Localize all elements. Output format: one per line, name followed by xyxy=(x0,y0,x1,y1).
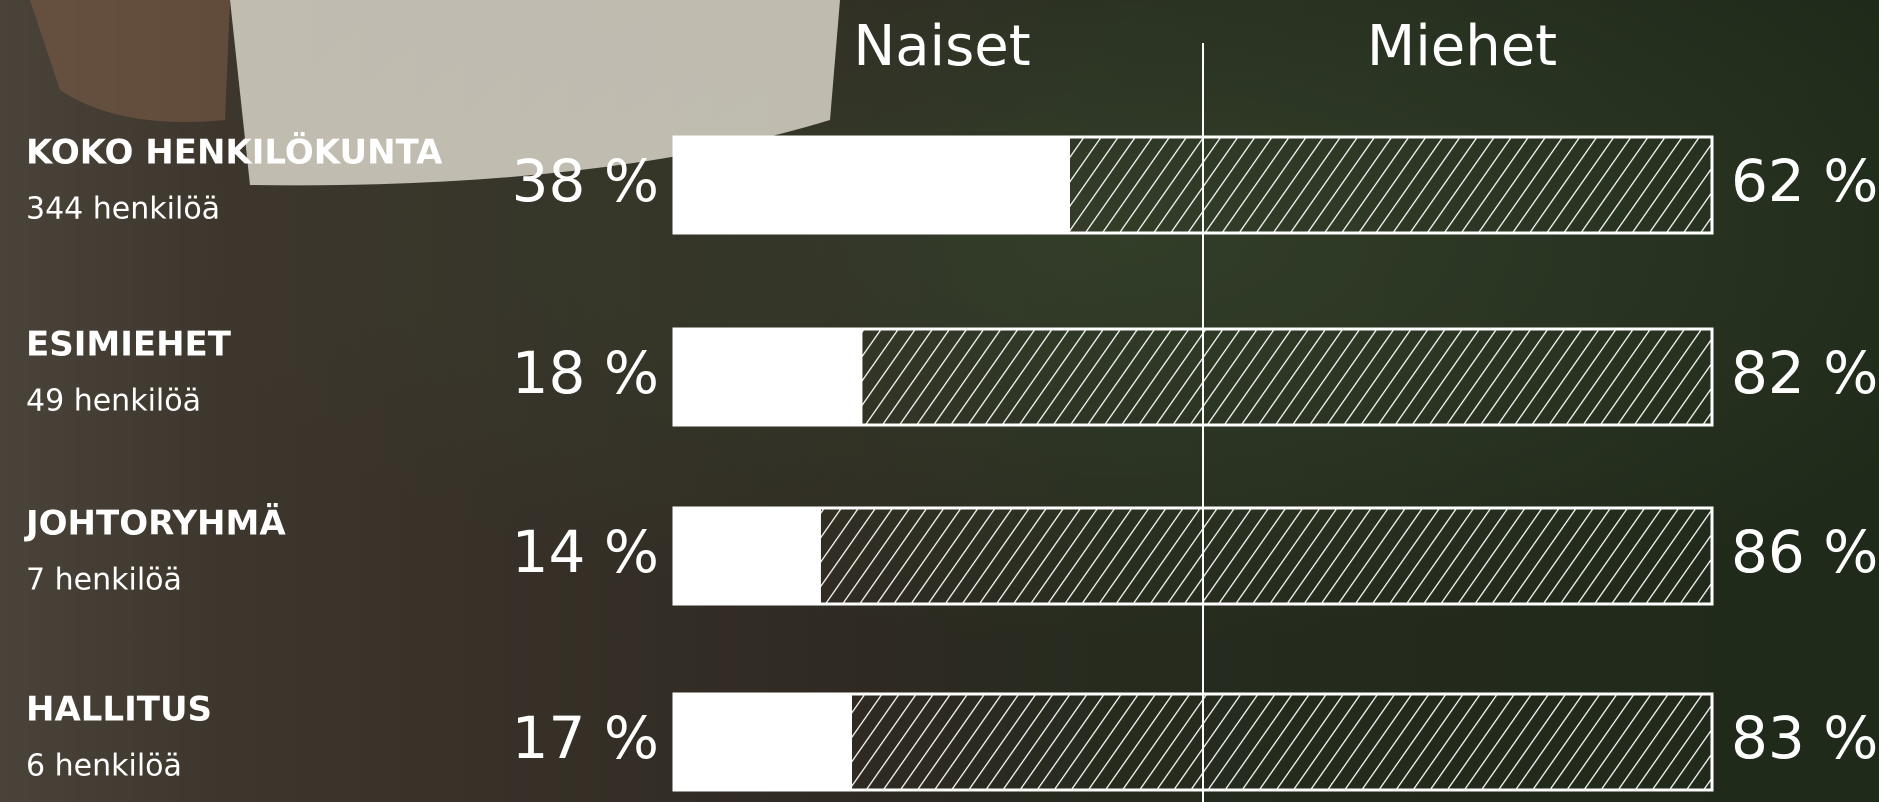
page: Naiset Miehet KOKO HENKILÖKUNTA 344 henki… xyxy=(0,0,1879,802)
bar-segment xyxy=(1068,137,1712,233)
category-label: JOHTORYHMÄ xyxy=(24,503,286,544)
bar-segment xyxy=(819,508,1712,604)
value-label: 18 % xyxy=(512,339,659,407)
category-subtitle: 7 henkilöä xyxy=(26,563,182,598)
category-label: KOKO HENKILÖKUNTA xyxy=(26,132,443,173)
category-subtitle: 6 henkilöä xyxy=(26,749,182,784)
value-label: 17 % xyxy=(512,704,659,772)
bar-segment xyxy=(861,329,1712,425)
bar-segment xyxy=(850,694,1712,790)
category-subtitle: 344 henkilöä xyxy=(26,192,220,227)
value-label: 38 % xyxy=(512,147,659,215)
legend-label: Naiset xyxy=(853,14,1030,79)
bar-segment xyxy=(674,329,861,425)
category-subtitle: 49 henkilöä xyxy=(26,384,201,419)
chart: Naiset Miehet KOKO HENKILÖKUNTA 344 henki… xyxy=(0,0,1879,802)
value-label: 86 % xyxy=(1731,518,1878,586)
category-label: ESIMIEHET xyxy=(26,325,232,365)
legend-label: Miehet xyxy=(1367,14,1557,79)
category-label: HALLITUS xyxy=(26,690,212,730)
value-label: 83 % xyxy=(1731,704,1878,772)
bar-segment xyxy=(674,508,819,604)
value-label: 14 % xyxy=(512,518,659,586)
value-label: 62 % xyxy=(1731,147,1878,215)
bar-segment xyxy=(674,694,850,790)
bar-segment xyxy=(674,137,1068,233)
value-label: 82 % xyxy=(1731,339,1878,407)
